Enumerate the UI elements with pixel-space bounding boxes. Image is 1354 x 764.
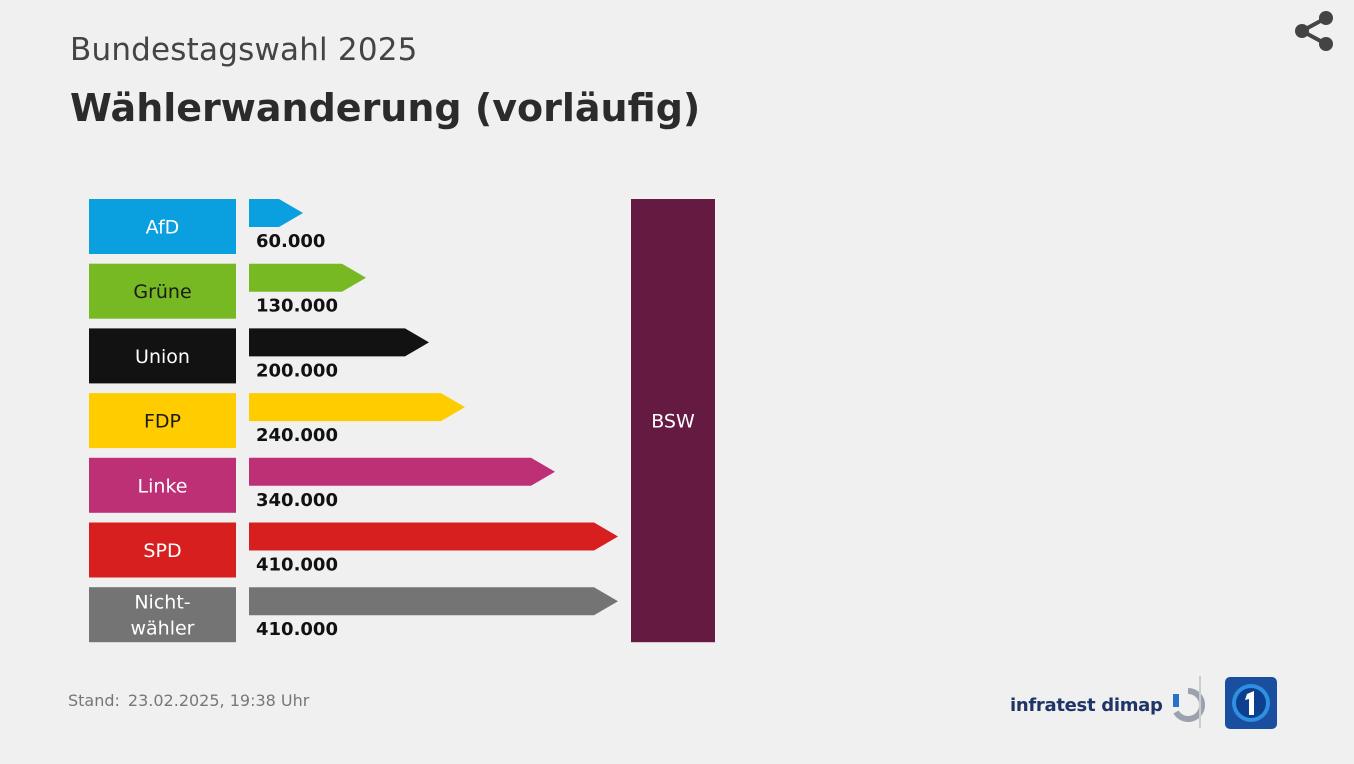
- category-box: [89, 199, 236, 254]
- category-box: [89, 393, 236, 449]
- flow-arrow: [249, 587, 618, 616]
- category-label: Union: [135, 346, 190, 368]
- source-credit: infratest dimap: [1010, 688, 1205, 722]
- category-label: Linke: [138, 475, 188, 497]
- stand-value: 23.02.2025, 19:38 Uhr: [127, 691, 310, 710]
- flow-arrow: [249, 263, 366, 292]
- value-label: 60.000: [256, 231, 325, 252]
- chart-subtitle: Bundestagswahl 2025: [70, 32, 418, 68]
- source-name: infratest dimap: [1010, 694, 1163, 716]
- category-label: SPD: [143, 540, 181, 562]
- value-label: 130.000: [256, 296, 338, 317]
- value-label: 200.000: [256, 360, 338, 381]
- value-label: 410.000: [256, 555, 338, 576]
- flow-arrow: [249, 522, 618, 551]
- target-label: BSW: [651, 411, 695, 433]
- footer-divider: [1199, 676, 1201, 728]
- category-box: [89, 522, 236, 578]
- value-label: 240.000: [256, 425, 338, 446]
- category-box: [89, 587, 236, 643]
- category-label: Grüne: [133, 281, 191, 303]
- flow-arrow: [249, 393, 465, 422]
- share-icon[interactable]: [1290, 8, 1338, 54]
- target-bar: [631, 199, 715, 643]
- flow-arrow: [249, 457, 555, 486]
- category-box: [89, 457, 236, 513]
- timestamp: Stand: 23.02.2025, 19:38 Uhr: [68, 691, 309, 710]
- value-label: 410.000: [256, 619, 338, 640]
- chart-title: Wählerwanderung (vorläufig): [70, 86, 701, 130]
- flow-arrow: [249, 199, 303, 227]
- category-label: AfD: [146, 217, 180, 239]
- category-box: [89, 328, 236, 384]
- category-label: FDP: [144, 411, 181, 433]
- stand-label: Stand:: [68, 691, 120, 710]
- ard-tagesschau-logo-icon[interactable]: [1225, 677, 1277, 729]
- flow-arrow: [249, 328, 429, 357]
- category-box: [89, 263, 236, 319]
- value-label: 340.000: [256, 490, 338, 511]
- category-label: Nicht-wähler: [130, 592, 194, 640]
